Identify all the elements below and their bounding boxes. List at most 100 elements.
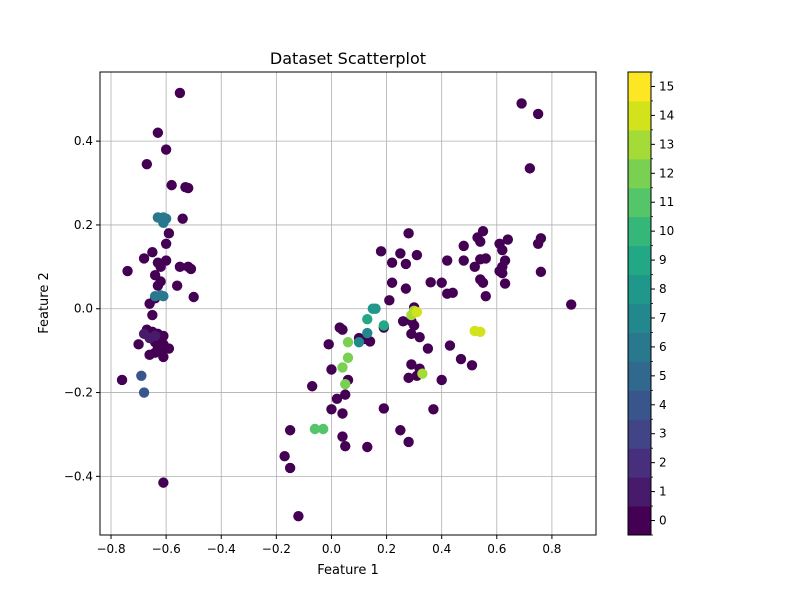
scatter-point <box>362 441 373 453</box>
colorbar-tick-label: 8 <box>659 282 667 296</box>
colorbar-segment <box>628 129 651 160</box>
x-axis-ticks: −0.8 −0.6 −0.4 −0.2 0.0 0.2 0.4 0.6 0.8 <box>96 535 561 556</box>
scatter-point <box>497 244 508 256</box>
colorbar-tick-label: 13 <box>659 137 674 151</box>
colorbar-segment <box>628 332 651 362</box>
scatter-point <box>279 451 290 462</box>
scatter-point <box>326 364 337 375</box>
scatter-point <box>397 316 409 327</box>
scatter-point <box>395 248 406 259</box>
colorbar-tick-label: 0 <box>659 514 667 528</box>
colorbar-tick-label: 12 <box>659 166 674 180</box>
plot-frame <box>99 71 597 536</box>
scatter-point <box>466 360 478 371</box>
scatter-point <box>442 255 453 266</box>
scatter-point <box>149 347 161 358</box>
scatter-point <box>284 462 296 474</box>
colorbar-tick-label: 15 <box>659 79 674 93</box>
scatter-point <box>532 108 544 120</box>
scatter-point <box>566 299 577 310</box>
data-points <box>116 87 577 522</box>
colorbar-tick-label: 6 <box>659 340 667 354</box>
scatter-point <box>477 277 489 288</box>
scatter-point <box>141 158 153 170</box>
scatter-point <box>411 306 423 318</box>
scatter-point <box>458 240 469 252</box>
scatter-point <box>138 253 150 264</box>
chart-title: Dataset Scatterplot <box>270 49 426 68</box>
scatter-point <box>318 423 329 435</box>
scatter-point <box>144 298 155 309</box>
scatter-point <box>469 261 480 273</box>
scatter-point <box>353 337 365 348</box>
scatter-point <box>436 277 447 288</box>
scatter-point <box>174 87 186 99</box>
scatter-point <box>386 277 398 288</box>
colorbar-segment <box>628 245 651 276</box>
scatter-point <box>406 359 417 370</box>
scatter-point <box>158 351 169 363</box>
scatter-point <box>188 291 199 303</box>
scatter-point <box>116 374 128 386</box>
scatter-point <box>177 213 188 224</box>
scatter-point <box>174 261 186 273</box>
scatter-point <box>323 339 334 350</box>
y-tick-label: 0.0 <box>74 302 93 316</box>
scatter-point <box>497 267 508 279</box>
colorbar-tick-label: 3 <box>659 427 667 441</box>
scatter-point <box>414 332 425 343</box>
scatter-point <box>362 314 373 325</box>
scatter-point <box>428 404 439 415</box>
colorbar-segment <box>628 419 651 449</box>
scatter-point <box>408 320 420 331</box>
scatter-point <box>171 280 183 291</box>
colorbar-segment <box>628 477 651 507</box>
scatter-point <box>309 423 321 435</box>
scatter-point <box>532 238 544 249</box>
y-tick-label: 0.4 <box>74 134 93 148</box>
scatter-point <box>447 287 458 299</box>
scatter-point <box>422 343 434 354</box>
scatter-point <box>370 303 381 314</box>
scatter-point <box>386 257 398 268</box>
scatter-point <box>535 266 547 278</box>
scatter-point <box>375 246 387 257</box>
scatter-point <box>472 232 483 243</box>
colorbar-tick-label: 11 <box>659 195 674 209</box>
scatter-point <box>337 324 348 335</box>
scatter-point <box>158 217 169 229</box>
y-axis-ticks: −0.4 −0.2 0.0 0.2 0.4 <box>64 134 100 483</box>
scatter-point <box>524 163 536 174</box>
scatter-point <box>133 339 144 350</box>
colorbar-tick-label: 9 <box>659 253 667 267</box>
colorbar-segment <box>628 187 651 218</box>
scatter-point <box>362 327 373 339</box>
colorbar-segment <box>628 361 651 391</box>
scatter-point <box>138 387 150 398</box>
scatter-point <box>158 477 169 488</box>
scatter-point <box>384 295 395 306</box>
scatter-point <box>406 328 417 340</box>
scatter-point <box>326 404 337 415</box>
scatter-point <box>160 144 172 155</box>
scatter-point <box>403 372 414 384</box>
scatter-point <box>293 510 304 522</box>
x-tick-label: 0.0 <box>322 542 341 556</box>
colorbar-tick-label: 7 <box>659 311 667 325</box>
colorbar-tick-label: 2 <box>659 456 667 470</box>
colorbar-segment <box>628 303 651 333</box>
scatter-point <box>403 436 414 448</box>
scatter-point <box>395 425 406 436</box>
scatter-point <box>160 255 172 266</box>
scatter-point <box>337 431 348 442</box>
scatter-point <box>340 389 351 400</box>
colorbar-tick-label: 4 <box>659 398 667 412</box>
y-tick-label: −0.4 <box>64 469 93 483</box>
y-axis-label: Feature 2 <box>37 272 52 334</box>
scatter-point <box>185 263 197 275</box>
scatter-point <box>411 249 423 261</box>
scatter-point <box>147 246 158 258</box>
